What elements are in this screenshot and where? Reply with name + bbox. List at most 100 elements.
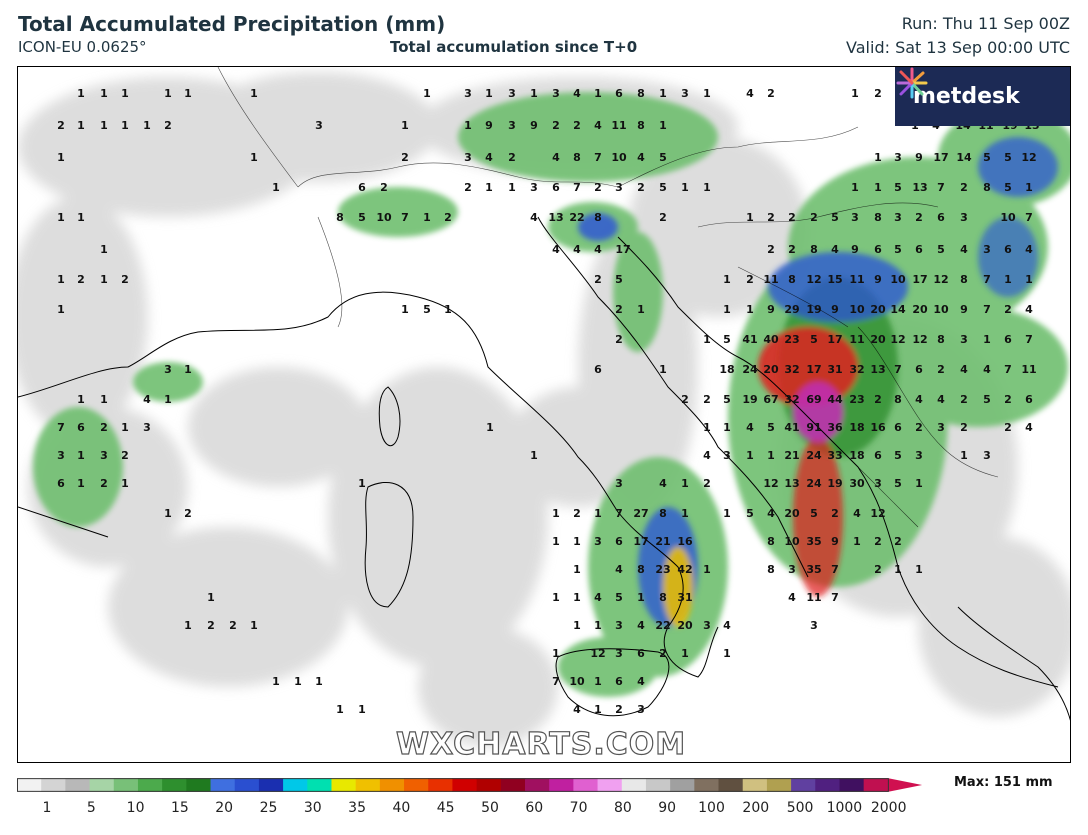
- precip-value-label: 2: [960, 393, 968, 406]
- precip-value-label: 18: [719, 363, 734, 376]
- precip-value-label: 5: [937, 243, 945, 256]
- precip-value-label: 1: [530, 449, 538, 462]
- precip-value-label: 7: [594, 151, 602, 164]
- precip-value-label: 1: [851, 181, 859, 194]
- precip-value-label: 1: [143, 119, 151, 132]
- precip-value-label: 1: [184, 619, 192, 632]
- precip-value-label: 2: [508, 151, 516, 164]
- precip-value-label: 36: [827, 421, 843, 434]
- precip-value-label: 17: [633, 535, 648, 548]
- precip-value-label: 32: [784, 363, 799, 376]
- precip-value-label: 3: [810, 619, 818, 632]
- precip-value-label: 4: [723, 619, 731, 632]
- precip-value-label: 2: [703, 477, 711, 490]
- precip-value-label: 35: [806, 563, 821, 576]
- precip-value-label: 4: [573, 87, 581, 100]
- precip-value-label: 9: [767, 303, 775, 316]
- precip-value-label: 1: [164, 87, 172, 100]
- precip-value-label: 4: [637, 675, 645, 688]
- precip-value-label: 12: [590, 647, 605, 660]
- precip-value-label: 1: [57, 211, 65, 224]
- coastlines: [18, 216, 1070, 721]
- legend-tick-label: 40: [392, 800, 411, 816]
- precip-value-label: 1: [659, 119, 667, 132]
- precip-value-label: 20: [784, 507, 800, 520]
- legend-color-cell: [17, 778, 42, 792]
- precip-value-label: 1: [659, 363, 667, 376]
- precip-value-label: 5: [659, 181, 667, 194]
- precip-value-label: 1: [164, 507, 172, 520]
- precip-value-label: 1: [121, 477, 129, 490]
- precip-value-label: 20: [677, 619, 693, 632]
- precip-value-label: 32: [849, 363, 864, 376]
- precip-value-label: 10: [784, 535, 800, 548]
- legend-tick-label: 20: [215, 800, 234, 816]
- precip-value-label: 5: [659, 151, 667, 164]
- precip-value-label: 1: [552, 507, 560, 520]
- precip-value-label: 1: [250, 87, 258, 100]
- precip-value-label: 1: [703, 181, 711, 194]
- precip-value-label: 42: [677, 563, 692, 576]
- borders: [217, 67, 999, 528]
- precip-value-label: 4: [594, 119, 602, 132]
- precip-value-label: 1: [444, 303, 452, 316]
- precip-value-label: 41: [742, 333, 757, 346]
- precip-value-label: 4: [143, 393, 151, 406]
- precip-value-label: 1: [272, 675, 280, 688]
- precip-value-label: 8: [637, 119, 645, 132]
- precip-value-label: 20: [912, 303, 928, 316]
- precip-value-label: 3: [164, 363, 172, 376]
- precip-value-label: 29: [784, 303, 799, 316]
- precip-value-label: 8: [810, 243, 818, 256]
- legend-color-cell: [525, 778, 550, 792]
- legend-colorbar: [17, 778, 923, 792]
- legend-color-cell: [258, 778, 284, 792]
- precip-value-label: 10: [611, 151, 627, 164]
- legend-tick-label: 15: [170, 800, 189, 816]
- precip-value-label: 8: [960, 273, 968, 286]
- legend-tick-label: 60: [525, 800, 544, 816]
- precip-value-label: 4: [573, 703, 581, 716]
- precip-value-label: 1: [57, 303, 65, 316]
- precip-value-label: 8: [659, 591, 667, 604]
- precip-value-label: 1: [594, 507, 602, 520]
- precip-value-label: 5: [723, 333, 731, 346]
- legend-color-cell: [694, 778, 720, 792]
- precip-value-label: 1: [637, 303, 645, 316]
- precip-value-label: 2: [401, 151, 409, 164]
- precip-value-label: 8: [336, 211, 344, 224]
- precip-value-label: 2: [767, 87, 775, 100]
- precip-value-label: 1: [594, 675, 602, 688]
- precip-value-label: 19: [742, 393, 757, 406]
- precip-value-label: 24: [806, 449, 822, 462]
- precip-value-label: 2: [659, 211, 667, 224]
- legend-color-cell: [428, 778, 453, 792]
- precip-value-label: 2: [788, 211, 796, 224]
- precip-value-label: 2: [681, 393, 689, 406]
- precip-value-label: 1: [272, 181, 280, 194]
- precip-value-label: 2: [703, 393, 711, 406]
- precip-value-label: 8: [637, 563, 645, 576]
- legend-tick-label: 70: [569, 800, 588, 816]
- precip-value-label: 11: [806, 591, 821, 604]
- precip-value-label: 1: [573, 535, 581, 548]
- precip-value-label: 1: [1004, 273, 1012, 286]
- precip-value-label: 3: [851, 211, 859, 224]
- precip-value-label: 13: [912, 181, 927, 194]
- legend-tick-label: 35: [348, 800, 367, 816]
- legend-tick-label: 80: [613, 800, 632, 816]
- chart-title: Total Accumulated Precipitation (mm): [18, 12, 446, 36]
- precip-value-label: 4: [915, 393, 923, 406]
- precip-value-label: 1: [423, 87, 431, 100]
- precip-value-label: 6: [915, 243, 923, 256]
- legend-color-cell: [41, 778, 66, 792]
- precip-value-label: 1: [681, 477, 689, 490]
- precip-value-label: 4: [573, 243, 581, 256]
- precip-value-label: 6: [358, 181, 366, 194]
- precip-value-label: 5: [1004, 181, 1012, 194]
- precip-value-label: 11: [611, 119, 626, 132]
- precip-value-label: 7: [615, 507, 623, 520]
- metdesk-logo: metdesk: [895, 67, 1070, 126]
- precip-value-label: 1: [767, 449, 775, 462]
- legend-tick-label: 1000: [826, 800, 863, 816]
